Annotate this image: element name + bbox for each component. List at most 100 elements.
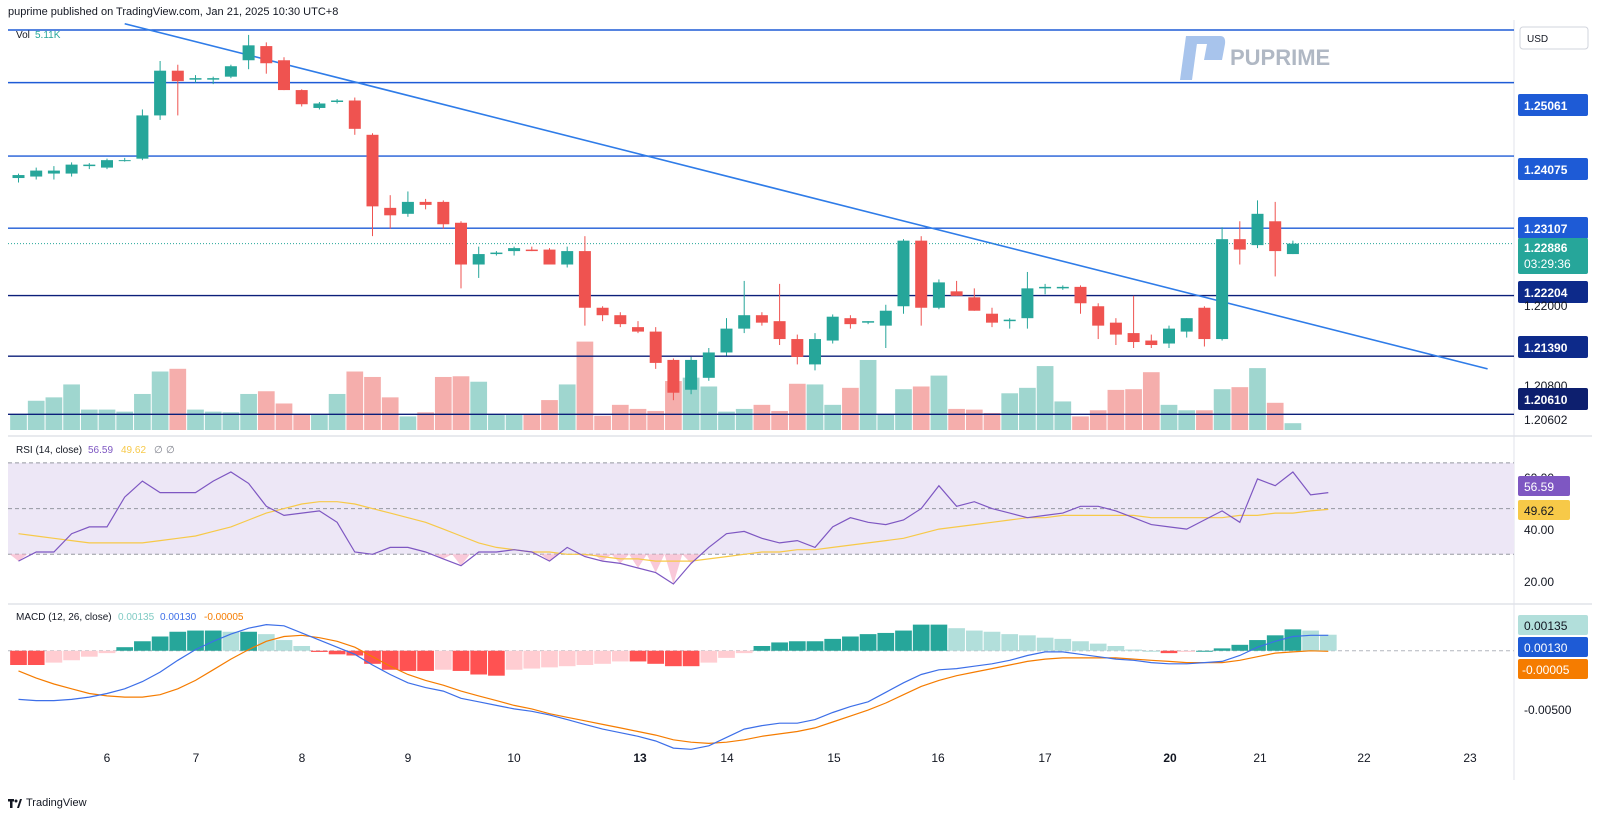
date-tick: 14 <box>720 751 734 765</box>
candle-body <box>1145 340 1158 346</box>
candle-body <box>932 282 945 308</box>
volume-bar <box>488 415 505 430</box>
macd-histogram-bar <box>1054 638 1072 651</box>
candle-body <box>720 328 733 353</box>
volume-bar <box>965 409 983 430</box>
macd-histogram-bar <box>275 640 293 651</box>
macd-histogram-bar <box>346 650 364 656</box>
rsi-ma-value-label: 49.62 <box>1524 504 1554 518</box>
volume-bar <box>1036 366 1054 430</box>
label-box-123107 <box>1518 217 1588 239</box>
volume-bar <box>10 414 27 430</box>
volume-bar <box>434 376 452 430</box>
price-axis[interactable]: 1.25061 1.24075 1.23107 1.22886 03:29:36… <box>1518 94 1588 717</box>
volume-bar <box>735 408 753 430</box>
volume-bar <box>311 415 328 430</box>
macd-histogram-bar <box>576 650 594 665</box>
date-tick: 8 <box>299 751 306 765</box>
label-box-121390 <box>1518 336 1588 358</box>
currency-button-frame[interactable] <box>1519 26 1589 50</box>
candle-body <box>879 310 892 326</box>
candle-body <box>242 45 255 61</box>
volume-bar <box>576 341 594 430</box>
volume-bar <box>1089 410 1107 430</box>
volume-bar <box>257 391 275 430</box>
date-tick: 16 <box>931 751 945 765</box>
volume-bar <box>523 414 541 430</box>
candle-body <box>950 291 963 296</box>
candle-body <box>136 115 149 159</box>
volume-bar <box>1160 404 1178 430</box>
rsi-ma-line <box>18 501 1329 562</box>
volume-bar <box>1284 423 1302 430</box>
macd-histogram-bar <box>257 634 275 651</box>
rsi-line <box>18 471 1329 585</box>
rsi-legend-value: 56.59 <box>88 445 113 456</box>
candle-body <box>543 249 556 265</box>
candle-body <box>490 252 503 255</box>
candle-body <box>1269 221 1282 252</box>
watermark-logo-left-icon <box>1180 36 1198 80</box>
footer: TradingView <box>8 797 87 809</box>
candle-body <box>862 321 875 323</box>
macd-histogram-bar <box>930 624 948 651</box>
volume-bar <box>293 415 311 430</box>
signal-value-label: -0.00005 <box>1522 663 1570 677</box>
candle-body <box>47 170 60 174</box>
label-box-124075 <box>1518 158 1588 180</box>
volume-bar <box>806 384 824 430</box>
rsi-legend-extra-2: ∅ <box>166 445 175 456</box>
macd-histogram-bar <box>1036 637 1054 651</box>
rsi-legend-label: RSI (14, close) <box>16 445 82 456</box>
label-122204: 1.22204 <box>1524 286 1568 300</box>
volume-bar <box>169 368 187 430</box>
candle-body <box>773 321 786 340</box>
currency-button-label[interactable]: USD <box>1527 34 1548 45</box>
tick-122000: 1.22000 <box>1524 299 1568 313</box>
candle-body <box>614 315 627 325</box>
macd-histogram-bar <box>983 631 1001 651</box>
currency-button[interactable]: USD <box>1519 26 1589 50</box>
macd-histogram-bar <box>151 636 169 651</box>
label-121390: 1.21390 <box>1524 341 1568 355</box>
macd-histogram-bar <box>169 631 187 651</box>
macd-histogram-bar <box>1142 650 1160 652</box>
candles[interactable] <box>12 34 1299 401</box>
candle-body <box>118 160 131 162</box>
volume-bar <box>204 411 222 430</box>
volume-bar <box>134 393 151 430</box>
candle-body <box>826 316 839 341</box>
candle-body <box>809 339 821 365</box>
macd-histogram-bar <box>1213 648 1231 651</box>
macd-histogram-bar <box>1160 650 1178 654</box>
macd-histogram-bar <box>912 624 930 651</box>
watermark-text: PUPRIME <box>1230 45 1330 70</box>
macd-histogram-bar <box>541 650 558 668</box>
volume-bar <box>665 381 682 430</box>
candle-body <box>844 318 857 325</box>
rsi-lines <box>18 471 1329 585</box>
trendline[interactable] <box>124 22 1488 370</box>
candle-body <box>755 315 768 323</box>
macd-histogram-bar <box>1072 641 1089 651</box>
macd-histogram-bar <box>381 650 399 670</box>
candle-body <box>525 249 538 252</box>
date-axis[interactable]: 6 7 8 9 10 13 14 15 16 17 20 21 22 23 <box>104 751 1477 765</box>
volume-bar <box>1196 410 1213 430</box>
macd-histogram-bar <box>558 650 576 667</box>
volume-bar <box>1213 389 1231 430</box>
date-tick: 23 <box>1463 751 1477 765</box>
rsi-tick-40: 40.00 <box>1524 523 1554 537</box>
macd-histogram-bar <box>470 650 488 675</box>
rsi-legend-extra-1: ∅ <box>154 445 163 456</box>
macd-histogram-bar <box>399 650 417 671</box>
candle-body <box>401 201 414 214</box>
current-price-box <box>1518 238 1588 274</box>
macd-legend: MACD (12, 26, close) 0.00135 0.00130 -0.… <box>16 612 244 623</box>
horizontal-levels[interactable] <box>8 29 1514 416</box>
candle-body <box>968 297 981 311</box>
candle-body <box>101 160 113 168</box>
volume-bar <box>1249 368 1266 430</box>
rsi-value-box <box>1518 476 1570 496</box>
